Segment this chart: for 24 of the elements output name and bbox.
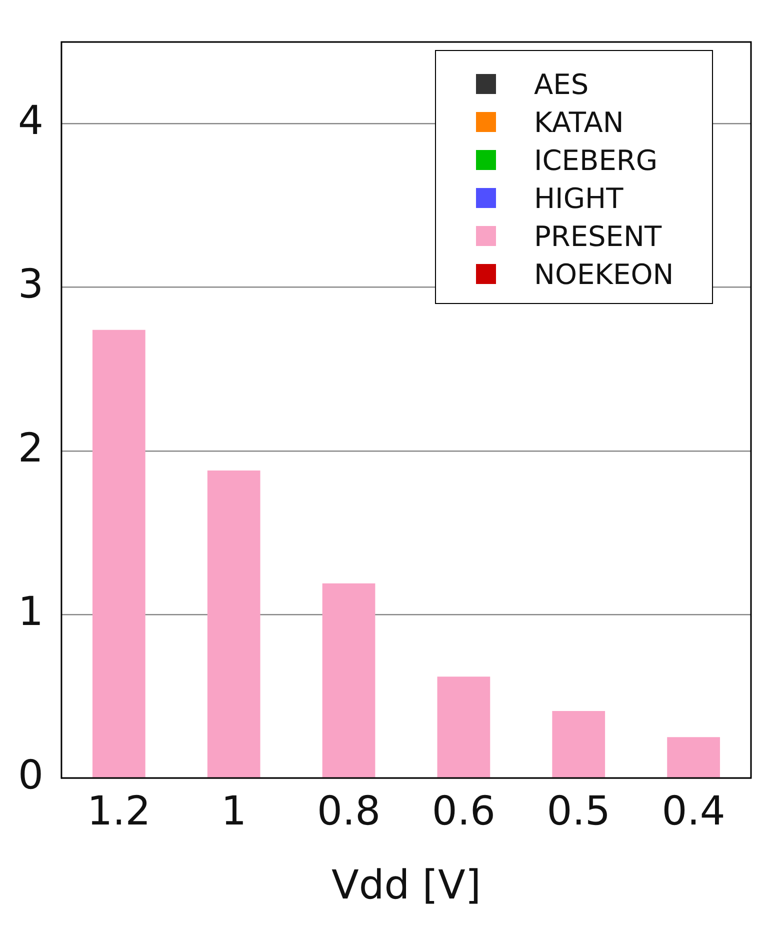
- legend-label: ICEBERG: [534, 144, 658, 176]
- x-tick-label: 0.8: [316, 788, 381, 834]
- bar: [92, 330, 146, 778]
- legend-label: KATAN: [534, 106, 624, 138]
- bar: [437, 676, 490, 778]
- bar: [207, 470, 260, 778]
- x-axis-title: Vdd [V]: [332, 862, 481, 908]
- x-tick-label: 1.2: [87, 788, 151, 834]
- x-tick-label: 0.6: [432, 788, 496, 834]
- legend-label: PRESENT: [534, 220, 662, 252]
- x-tick-label: 0.5: [546, 788, 610, 834]
- legend-label: NOEKEON: [534, 258, 674, 290]
- x-tick-label: 1: [221, 788, 247, 834]
- y-tick-label: 0: [18, 752, 44, 798]
- y-tick-label: 1: [18, 588, 44, 635]
- y-tick-label: 4: [18, 98, 44, 144]
- y-tick-label: 2: [18, 425, 44, 472]
- legend-label: HIGHT: [534, 182, 624, 214]
- bar: [667, 737, 720, 778]
- bar: [552, 710, 606, 778]
- legend-label: AES: [534, 68, 589, 100]
- bar: [322, 583, 376, 778]
- y-tick-label: 3: [18, 262, 44, 308]
- x-tick-label: 0.4: [662, 788, 726, 834]
